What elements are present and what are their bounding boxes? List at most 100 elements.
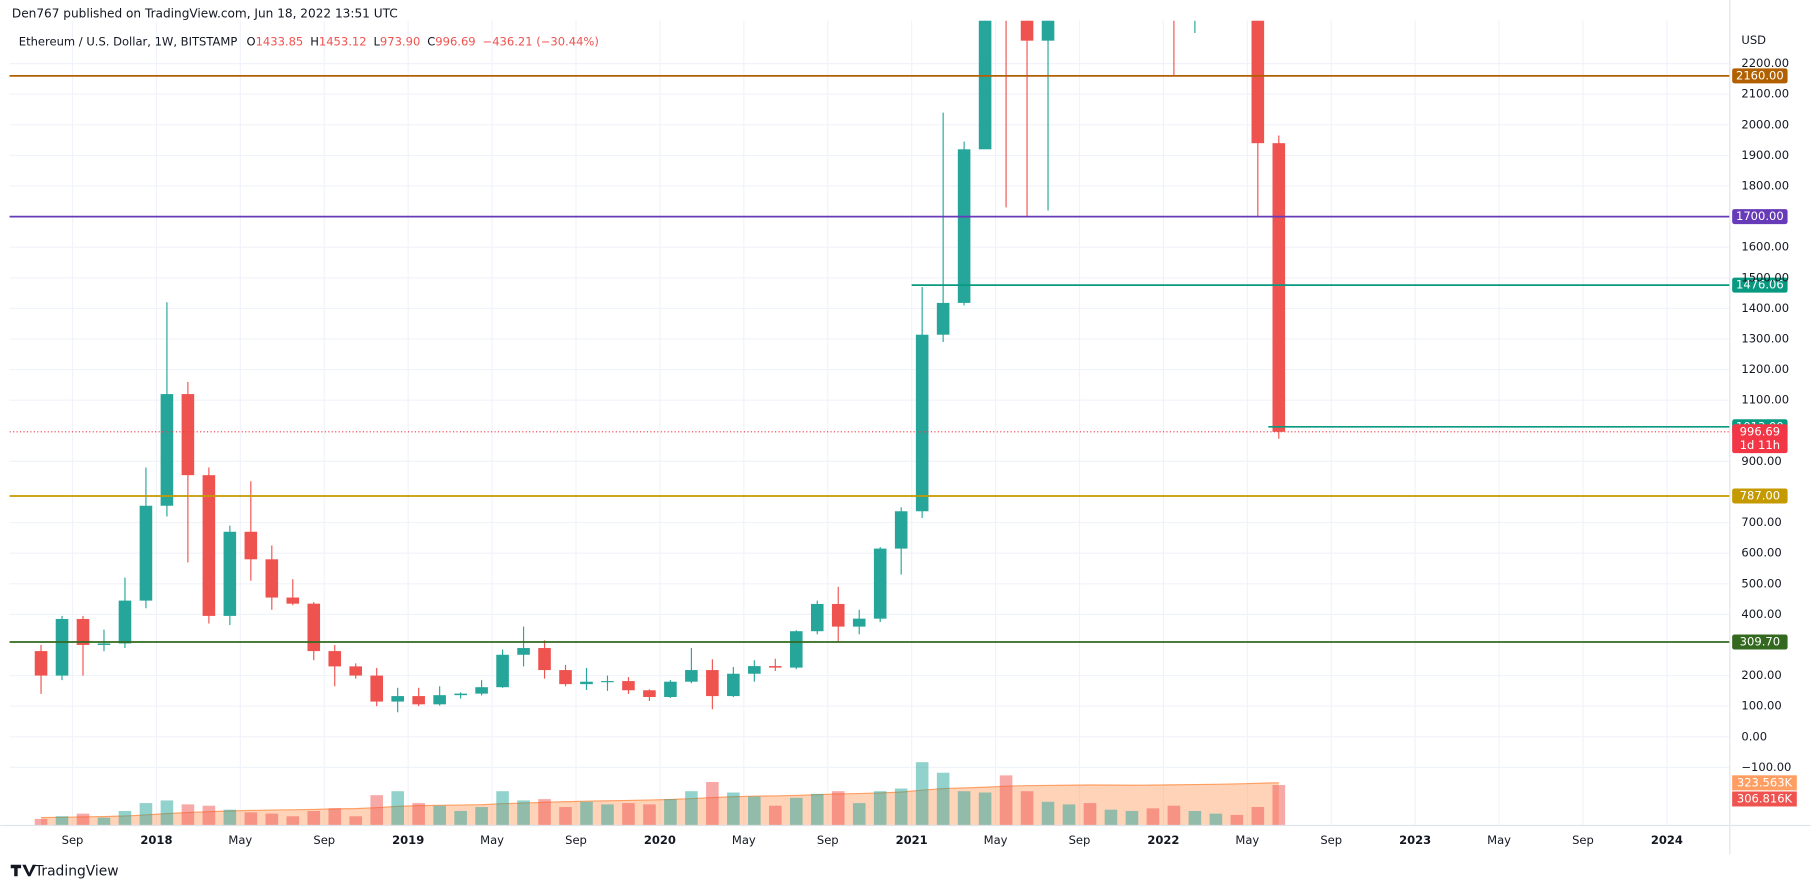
candle-body	[118, 600, 132, 644]
y-tick-label: 1400.00	[1741, 301, 1789, 315]
candle-body	[580, 681, 593, 685]
candle-body	[160, 394, 174, 506]
y-tick-label: 2200.00	[1741, 56, 1789, 70]
candle-body	[244, 531, 258, 560]
x-tick-label: May	[732, 833, 756, 847]
x-tick-label: Sep	[817, 833, 839, 847]
volume-bar	[643, 804, 656, 826]
volume-bar	[1104, 809, 1118, 826]
axis-labels: 2200.00 2100.00 2000.00 1900.00 1800.00 1600.…	[62, 56, 1792, 847]
candle-body	[328, 651, 342, 667]
x-tick-label: 2019	[392, 833, 424, 847]
legend-value: 973.90	[380, 34, 420, 48]
y-tick-label: 200.00	[1741, 668, 1781, 682]
level-label-box	[1732, 634, 1788, 650]
volume-bar	[936, 772, 950, 826]
legend-key: H	[310, 34, 319, 48]
candle-body	[894, 511, 908, 549]
candle-body	[496, 654, 509, 688]
x-tick-label: Sep	[1320, 833, 1342, 847]
x-tick-label: May	[228, 833, 252, 847]
volume-bar	[852, 803, 866, 826]
volume-bar	[433, 805, 446, 826]
volume-bar	[706, 781, 719, 826]
candle-body	[831, 603, 845, 627]
volume-bar	[328, 808, 342, 826]
volume-bar	[1083, 803, 1097, 826]
x-tick-label: Sep	[1572, 833, 1594, 847]
x-tick-label: Sep	[1069, 833, 1091, 847]
y-tick-label: 500.00	[1741, 576, 1781, 590]
volume-bar	[370, 795, 383, 826]
volume-bar	[789, 797, 803, 826]
candle-body	[307, 603, 321, 652]
candle-body	[517, 648, 530, 655]
volume-bar	[831, 791, 845, 826]
candle-body	[706, 670, 719, 697]
candle-body	[76, 618, 90, 645]
x-tick-label: Sep	[313, 833, 335, 847]
volume-bar	[769, 805, 782, 826]
candle-body	[748, 666, 761, 674]
volume-bar	[1188, 810, 1202, 826]
x-tick-label: May	[984, 833, 1008, 847]
candle-body	[1041, 20, 1055, 41]
volume-bar	[307, 810, 321, 826]
candle-body	[622, 681, 635, 691]
candle-body	[55, 618, 69, 676]
volume-bar	[1272, 785, 1286, 826]
candle-body	[685, 670, 698, 682]
y-tick-label: 1300.00	[1741, 331, 1789, 345]
volume-pane	[34, 762, 1286, 826]
y-tick-label: 600.00	[1741, 546, 1781, 560]
volume-bar	[286, 816, 300, 826]
volume-ma-line	[41, 782, 1279, 819]
volume-label-box	[1732, 791, 1797, 807]
candle-body	[559, 670, 572, 685]
x-tick-label: 2018	[140, 833, 172, 847]
candles	[34, 20, 1286, 713]
x-tick-label: 2021	[896, 833, 928, 847]
candle-body	[538, 648, 551, 671]
volume-bar	[622, 803, 635, 826]
y-tick-label: 700.00	[1741, 515, 1781, 529]
candle-body	[727, 673, 740, 697]
candle-body	[873, 548, 887, 619]
volume-bar	[475, 807, 488, 826]
last-price-label: 996.69	[1740, 424, 1780, 438]
x-tick-label: 2024	[1651, 833, 1683, 847]
volume-bar	[517, 800, 530, 826]
y-tick-label: 1100.00	[1741, 393, 1789, 407]
x-tick-label: Sep	[565, 833, 587, 847]
volume-bar	[76, 813, 90, 826]
x-tick-label: Sep	[62, 833, 84, 847]
volume-bar	[391, 791, 404, 826]
volume-bar	[957, 791, 971, 826]
volume-bar	[160, 800, 174, 826]
volume-bar	[1146, 808, 1160, 826]
y-tick-label: 1800.00	[1741, 179, 1789, 193]
candle-body	[391, 696, 404, 702]
level-label: 1476.06	[1736, 278, 1784, 292]
legend-change: −436.21 (−30.44%)	[483, 34, 599, 48]
legend-key: C	[427, 34, 435, 48]
volume-bar	[978, 792, 992, 826]
volume-bar	[915, 762, 929, 826]
volume-bar	[580, 801, 593, 826]
last-price-label-box	[1732, 424, 1788, 454]
volume-bar	[1062, 804, 1076, 826]
legend-key: L	[373, 34, 380, 48]
y-tick-label: 1600.00	[1741, 240, 1789, 254]
y-tick-label: 0.00	[1741, 729, 1767, 743]
y-tick-label: 100.00	[1741, 699, 1781, 713]
volume-bar	[748, 796, 761, 826]
volume-bar	[97, 817, 111, 826]
level-label: 787.00	[1740, 488, 1780, 502]
volume-bar	[244, 812, 258, 826]
volume-bar	[181, 804, 195, 826]
candle-body	[1020, 20, 1034, 41]
y-tick-label: 2100.00	[1741, 87, 1789, 101]
x-tick-label: May	[480, 833, 504, 847]
